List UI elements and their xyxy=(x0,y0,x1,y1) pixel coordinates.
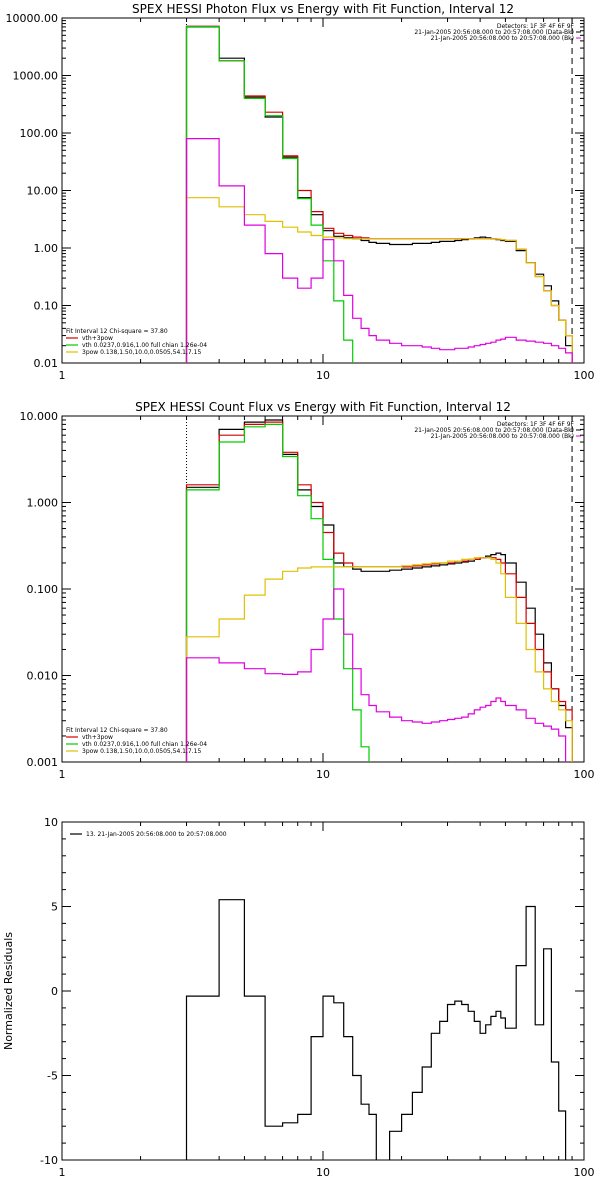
chart-title: SPEX HESSI Count Flux vs Energy with Fit… xyxy=(135,400,511,414)
y-tick-label: 0.010 xyxy=(27,670,59,683)
y-tick-label: 0.01 xyxy=(34,357,59,370)
y-tick-label: 1000.00 xyxy=(13,70,59,83)
header-info-line: Detectors: 1F 3F 4F 6F 9F xyxy=(497,23,575,30)
fit-info: Fit Interval 12 Chi-square = 37.80 xyxy=(66,328,168,335)
series-residuals xyxy=(185,899,567,1160)
y-tick-label: 1.000 xyxy=(27,497,59,510)
legend-entry: vth+3pow xyxy=(82,335,113,342)
y-tick-label: 10000.00 xyxy=(6,12,59,25)
chart-title: SPEX HESSI Photon Flux vs Energy with Fi… xyxy=(132,2,514,16)
y-tick-label: 100.00 xyxy=(20,127,59,140)
chart-panel-3: 1 10 100 -10 -5 0 5 10 Normalized Residuals 13. 2… xyxy=(2,816,595,1179)
plot-frame xyxy=(61,17,585,364)
legend-entry: vth 0.0237,0.916,1.00 full chian 1.26e-0… xyxy=(82,741,207,748)
series-3pow xyxy=(185,197,573,363)
header-info-line: 21-Jan-2005 20:56:08.000 to 20:57:08.000… xyxy=(431,35,574,42)
x-tick-label: 1 xyxy=(59,1166,66,1179)
fit-info: Fit Interval 12 Chi-square = 37.80 xyxy=(66,727,168,734)
x-tick-label: 100 xyxy=(574,1166,595,1179)
y-tick-label: 0 xyxy=(51,985,58,998)
series-bk xyxy=(185,138,573,363)
x-tick-label: 10 xyxy=(316,768,330,781)
legend-entry: 3pow 0.138,1.50,10.0,0.0505,54.1,7.15 xyxy=(82,748,201,755)
series-3pow xyxy=(185,557,573,762)
y-tick-label: -10 xyxy=(40,1154,58,1167)
x-tick-label: 100 xyxy=(574,369,595,382)
header-info-line: 21-Jan-2005 20:56:08.000 to 20:57:08.000… xyxy=(414,427,574,434)
plot-frame xyxy=(61,821,585,1161)
x-tick-label: 100 xyxy=(574,768,595,781)
y-tick-label: 0.001 xyxy=(27,756,59,769)
header-info-line: 21-Jan-2005 20:56:08.000 to 20:57:08.000… xyxy=(431,433,574,440)
series-vth xyxy=(185,423,370,762)
header-info-line: 21-Jan-2005 20:56:08.000 to 20:57:08.000… xyxy=(414,29,574,36)
x-tick-label: 1 xyxy=(59,768,66,781)
legend-entry: 3pow 0.138,1.50,10.0,0.0505,54.1,7.15 xyxy=(82,349,201,356)
y-tick-label: -5 xyxy=(47,1070,58,1083)
series-data-bk xyxy=(185,419,573,762)
y-tick-label: 10.000 xyxy=(20,410,59,423)
series-bk xyxy=(185,588,567,762)
chart-panel-1: SPEX HESSI Photon Flux vs Energy with Fi… xyxy=(6,2,595,382)
chart-panel-2: SPEX HESSI Count Flux vs Energy with Fit… xyxy=(20,400,595,781)
legend-entry: vth 0.0237,0.916,1.00 full chian 1.26e-0… xyxy=(82,342,207,349)
legend-entry: vth+3pow xyxy=(82,734,113,741)
y-tick-label: 5 xyxy=(51,901,58,914)
y-tick-label: 1.00 xyxy=(34,242,59,255)
legend-entry: 13. 21-Jan-2005 20:56:08.000 to 20:57:08… xyxy=(86,831,227,838)
x-tick-label: 10 xyxy=(316,1166,330,1179)
header-info-line: Detectors: 1F 3F 4F 6F 9F xyxy=(497,421,575,428)
x-tick-label: 1 xyxy=(59,369,66,382)
y-tick-label: 10.00 xyxy=(27,185,59,198)
x-tick-label: 10 xyxy=(316,369,330,382)
y-tick-label: 0.100 xyxy=(27,583,59,596)
y-tick-label: 10 xyxy=(44,816,58,829)
y-axis-label: Normalized Residuals xyxy=(2,932,15,1050)
y-tick-label: 0.10 xyxy=(34,300,59,313)
series-vth xyxy=(185,26,354,363)
